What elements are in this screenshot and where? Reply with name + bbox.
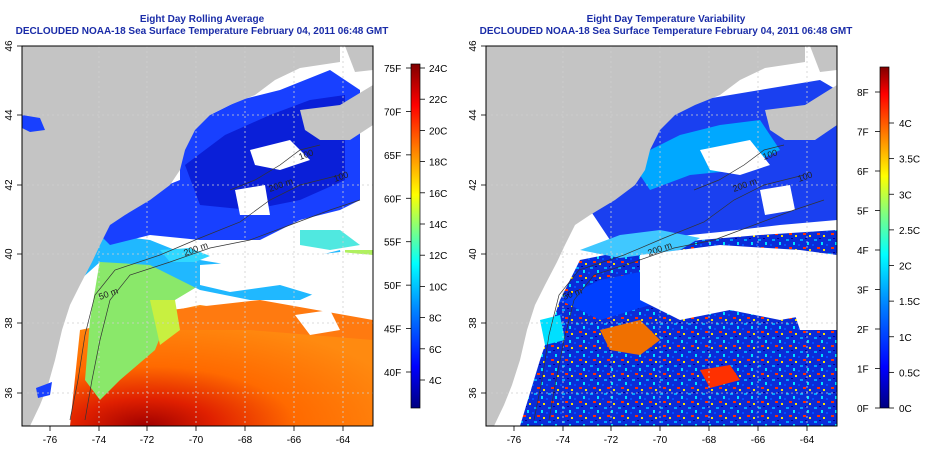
colorbar-f-label: 40F — [384, 368, 401, 379]
colorbar-f-label: 6F — [857, 167, 869, 178]
lon-tick-label: -64 — [800, 435, 815, 446]
colorbar-c-label: 20C — [429, 126, 447, 137]
colorbar-c-label: 10C — [429, 282, 447, 293]
lon-tick-label: -72 — [140, 435, 155, 446]
lon-tick-label: -74 — [92, 435, 107, 446]
lat-tick-label: 46 — [4, 40, 15, 52]
colorbar-c-label: 4C — [429, 376, 442, 387]
contour-label: 50 m — [97, 286, 119, 302]
colorbar-c-label: 18C — [429, 158, 447, 169]
lon-tick-label: -68 — [702, 435, 717, 446]
colorbar-c-label: 3C — [899, 190, 912, 201]
lon-tick-label: -72 — [604, 435, 619, 446]
colorbar-f-label: 3F — [857, 286, 869, 297]
colorbar-c-label: 1.5C — [899, 297, 920, 308]
colorbar-c-label: 16C — [429, 189, 447, 200]
lat-tick-label: 36 — [4, 387, 15, 399]
lat-tick-label: 46 — [468, 40, 479, 52]
colorbar-f-label: 5F — [857, 207, 869, 218]
lat-tick-label: 38 — [4, 317, 15, 329]
colorbar-f-label: 75F — [384, 64, 401, 75]
contour-label: 200 m — [182, 240, 209, 258]
colorbar-f-label: 2F — [857, 325, 869, 336]
colorbar-c-label: 0C — [899, 404, 912, 415]
colorbar-c-label: 8C — [429, 314, 442, 325]
colorbar-f-label: 45F — [384, 325, 401, 336]
contour-label: 100 — [332, 169, 350, 184]
lon-tick-label: -70 — [653, 435, 668, 446]
left-title-line2: DECLOUDED NOAA-18 Sea Surface Temperatur… — [15, 26, 389, 37]
colorbar-f-label: 65F — [384, 151, 401, 162]
contour-label: 100 — [796, 169, 814, 184]
colorbar-c-label: 4C — [899, 119, 912, 130]
colorbar-f-label: 7F — [857, 128, 869, 139]
colorbar-f-label: 0F — [857, 404, 869, 415]
lon-tick-label: -74 — [556, 435, 571, 446]
colorbar-f-label: 50F — [384, 281, 401, 292]
lat-tick-label: 36 — [468, 387, 479, 399]
lon-tick-label: -66 — [751, 435, 766, 446]
lon-tick-label: -76 — [507, 435, 522, 446]
contour-label: 200 m — [731, 176, 758, 194]
lon-tick-label: -70 — [189, 435, 204, 446]
lat-tick-label: 44 — [468, 109, 479, 121]
contour-label: 100 — [761, 147, 779, 162]
colorbar-f-label: 8F — [857, 88, 869, 99]
right-title-line1: Eight Day Temperature Variability — [586, 14, 746, 25]
colorbar-c-label: 6C — [429, 345, 442, 356]
right-title-line2: DECLOUDED NOAA-18 Sea Surface Temperatur… — [479, 26, 853, 37]
lon-tick-label: -68 — [238, 435, 253, 446]
colorbar-f-label: 70F — [384, 107, 401, 118]
colorbar-c-label: 0.5C — [899, 368, 920, 379]
lat-tick-label: 40 — [468, 248, 479, 260]
colorbar-c-label: 1C — [899, 333, 912, 344]
contour-label: 200 m — [267, 176, 294, 194]
right-colorbar — [879, 66, 890, 409]
colorbar-c-label: 22C — [429, 95, 447, 106]
left-colorbar — [410, 63, 421, 409]
colorbar-c-label: 3.5C — [899, 155, 920, 166]
lat-tick-label: 38 — [468, 317, 479, 329]
lon-tick-label: -76 — [43, 435, 58, 446]
colorbar-c-label: 12C — [429, 251, 447, 262]
contour-label: 100 — [297, 147, 315, 162]
colorbar-c-label: 14C — [429, 220, 447, 231]
lat-tick-label: 42 — [4, 179, 15, 191]
left-title-line1: Eight Day Rolling Average — [139, 14, 265, 25]
colorbar-f-label: 1F — [857, 365, 869, 376]
lat-tick-label: 40 — [4, 248, 15, 260]
contour-label: 50 m — [561, 286, 583, 302]
lat-tick-label: 44 — [4, 109, 15, 121]
lon-tick-label: -64 — [336, 435, 351, 446]
colorbar-f-label: 55F — [384, 238, 401, 249]
colorbar-c-label: 2.5C — [899, 226, 920, 237]
colorbar-f-label: 4F — [857, 246, 869, 257]
colorbar-c-label: 2C — [899, 262, 912, 273]
colorbar-c-label: 24C — [429, 64, 447, 75]
lon-tick-label: -66 — [287, 435, 302, 446]
contour-label: 200 m — [646, 240, 673, 258]
lat-tick-label: 42 — [468, 179, 479, 191]
colorbar-f-label: 60F — [384, 194, 401, 205]
